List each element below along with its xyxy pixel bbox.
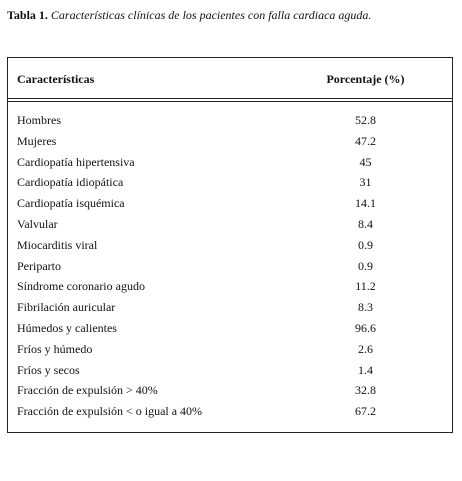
table: Características Porcentaje (%) Hombres 52.8… [7,57,453,433]
row-value: 14.1 [355,196,376,211]
row-label: Periparto [17,258,61,273]
row-label: Mujeres [17,133,57,148]
row-label: Cardiopatía idiopática [17,175,124,190]
caption-text: Características clínicas de los paciente… [50,8,372,22]
row-label: Fríos y secos [17,362,80,377]
row-label: Hombres [17,113,61,127]
row-value: 47.2 [355,133,376,148]
row-label: Miocarditis viral [17,237,98,252]
row-value: 52.8 [355,113,376,127]
row-label: Fibrilación auricular [17,300,116,315]
row-label: Cardiopatía hipertensiva [17,154,135,169]
row-value: 67.2 [355,404,376,419]
row-value: 96.6 [355,321,376,335]
header-separator [8,98,452,102]
row-label: Fracción de expulsión > 40% [17,383,158,398]
row-value: 11.2 [355,279,376,294]
row-value: 32.8 [355,383,376,398]
row-value: 2.6 [358,341,373,356]
row-label: Fríos y húmedo [17,341,93,356]
row-value: 0.9 [358,258,373,273]
row-value: 8.4 [358,217,373,231]
row-label: Cardiopatía isquémica [17,196,125,211]
row-value: 45 [359,154,372,169]
header-cell: Porcentaje (%) [326,72,405,86]
row-label: Síndrome coronario agudo [17,279,145,294]
row-value: 1.4 [358,362,373,377]
row-value: 8.3 [358,300,373,315]
row-label: Húmedos y calientes [17,321,117,335]
row-label: Valvular [17,217,58,231]
header-cell: Características [17,72,95,86]
caption-label: Tabla 1. [7,8,48,22]
caption: Tabla 1. Características clínicas de los… [7,8,371,23]
row-value: 31 [359,175,372,190]
row-label: Fracción de expulsión < o igual a 40% [17,404,203,419]
row-value: 0.9 [358,237,373,252]
